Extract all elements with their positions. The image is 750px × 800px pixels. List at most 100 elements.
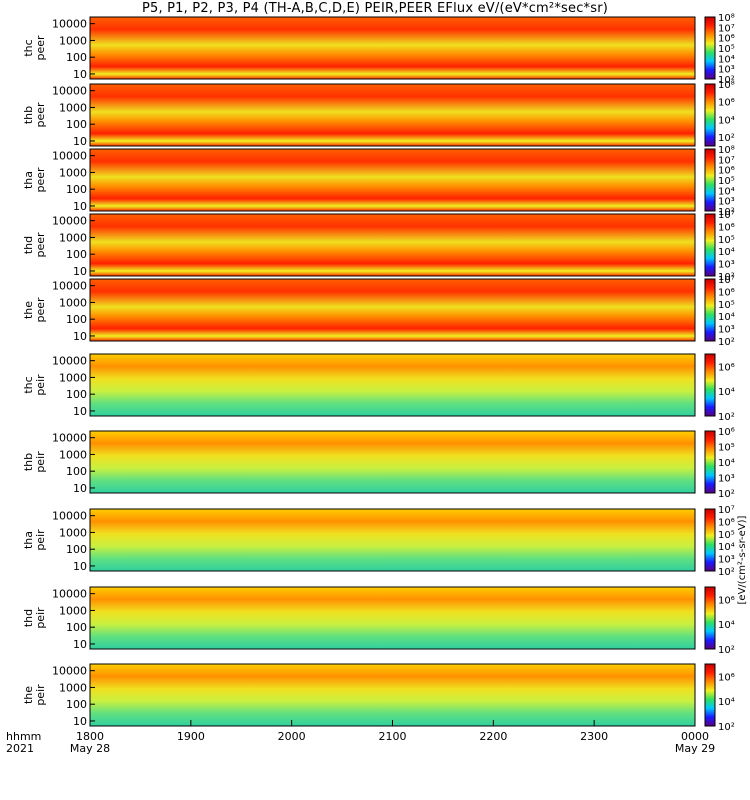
y-tick-label: 100: [66, 388, 87, 401]
panel-probe: the: [22, 686, 35, 704]
panel-tha-peer: 10100100010000thapeer10²10³10⁴10⁵10⁶10⁷1…: [22, 145, 735, 218]
y-tick-label: 1000: [59, 371, 87, 384]
x-tick-label: 2200: [479, 730, 507, 743]
panel-frame: [89, 353, 696, 417]
colorbar-tick-label: 10²: [718, 489, 735, 500]
panel-label: thepeir: [22, 684, 47, 706]
colorbar: [704, 353, 716, 417]
spectrogram-thb-peer: [90, 84, 695, 146]
y-tick-label: 10000: [52, 215, 87, 228]
panel-frame: [89, 213, 696, 277]
x-tick-label: 2100: [379, 730, 407, 743]
colorbar-tick-label: 10⁴: [718, 312, 735, 323]
colorbar-tick-label: 10⁷: [718, 275, 735, 286]
panel-species: peir: [34, 374, 47, 396]
colorbar: [704, 16, 716, 80]
y-tick-label: 100: [66, 698, 87, 711]
y-tick-label: 100: [66, 183, 87, 196]
colorbar-tick-label: 10²: [718, 207, 735, 218]
panel-probe: thd: [22, 609, 35, 627]
spectrogram-thc-peer: [90, 17, 695, 79]
colorbar-tick-label: 10⁵: [718, 176, 735, 187]
panel-species: peer: [34, 102, 47, 128]
panel-probe: thc: [22, 376, 35, 393]
colorbar-tick-label: 10⁶: [718, 98, 735, 109]
colorbar-tick-label: 10⁶: [718, 362, 735, 373]
y-tick-label: 1000: [59, 296, 87, 309]
x-date-label: May 28: [70, 742, 110, 755]
panel-probe: the: [22, 301, 35, 319]
colorbar-tick-label: 10⁵: [718, 300, 735, 311]
spectrogram-the-peir: [90, 664, 695, 726]
colorbar-tick-label: 10⁵: [718, 530, 735, 541]
y-tick-label: 10: [73, 405, 87, 418]
colorbar-unit-label: [eV/(cm²-s-sr-eV)]: [737, 515, 748, 604]
y-tick-label: 10: [73, 638, 87, 651]
panel-frame: [89, 83, 696, 147]
y-tick-label: 10000: [52, 85, 87, 98]
y-tick-label: 10: [73, 330, 87, 343]
y-tick-label: 1000: [59, 34, 87, 47]
y-tick-label: 100: [66, 51, 87, 64]
panel-thb-peir: 10 100 1000 10000 thbpeir 10² 10³ 10⁴ 10⁵ 10⁶: [22, 427, 735, 500]
x-tick-label: 1800: [76, 730, 104, 743]
panel-frame: [89, 586, 696, 650]
x-axis-label-year: 2021: [6, 742, 34, 755]
colorbar-tick-label: 10⁶: [718, 287, 735, 298]
y-tick-label: 10000: [52, 432, 87, 445]
colorbar-tick-label: 10²: [718, 412, 735, 423]
colorbar-tick-label: 10⁶: [718, 166, 735, 177]
spectrogram-tha-peir: [90, 509, 695, 571]
colorbar: [704, 148, 716, 212]
y-tick-label: 1000: [59, 101, 87, 114]
chart-title: P5, P1, P2, P3, P4 (TH-A,B,C,D,E) PEIR,P…: [141, 1, 609, 16]
colorbar-tick-label: 10⁶: [718, 517, 735, 528]
colorbar-tick-label: 10⁴: [718, 387, 735, 398]
colorbar-tick-label: 10²: [718, 645, 735, 656]
colorbar-tick-label: 10³: [718, 325, 735, 336]
colorbar-tick-label: 10²: [718, 722, 735, 733]
panel-frame: [89, 16, 696, 80]
x-axis: 1800 1900 2000 2100 2200 2300 0000 May 28 May 29…: [6, 720, 715, 755]
panel-probe: thb: [22, 106, 35, 124]
y-tick-label: 10: [73, 560, 87, 573]
y-tick-label: 10: [73, 482, 87, 495]
panel-probe: tha: [22, 531, 35, 549]
panel-frame: [89, 278, 696, 342]
spectrogram-tha-peer: [90, 149, 695, 211]
colorbar-tick-label: 10³: [718, 197, 735, 208]
colorbar-tick-label: 10⁷: [718, 505, 735, 516]
y-tick-label: 100: [66, 543, 87, 556]
colorbar-tick-label: 10⁷: [718, 210, 735, 221]
colorbar-tick-label: 10³: [718, 260, 735, 271]
y-tick-label: 10000: [52, 150, 87, 163]
colorbar-tick-label: 10²: [718, 133, 735, 144]
spectrogram-the-peer: [90, 279, 695, 341]
panel-probe: thd: [22, 236, 35, 254]
spectrogram-thb-peir: [90, 431, 695, 493]
y-tick-label: 1000: [59, 681, 87, 694]
colorbar-tick-label: 10⁷: [718, 23, 735, 34]
panel-species: peir: [34, 529, 47, 551]
panel-label: thdpeir: [22, 607, 47, 629]
y-tick-label: 100: [66, 248, 87, 261]
y-tick-label: 10: [73, 135, 87, 148]
colorbar-tick-label: 10³: [718, 555, 735, 566]
y-tick-label: 100: [66, 621, 87, 634]
colorbar-tick-label: 10⁷: [718, 155, 735, 166]
panel-frame: [89, 508, 696, 572]
panel-thc-peer: 10 100 1000 10000 thcpeer 10²10³10⁴10⁵10⁶10⁷1…: [22, 13, 735, 86]
colorbar-tick-label: 10⁶: [718, 595, 735, 606]
panel-species: peir: [34, 607, 47, 629]
colorbar-tick-label: 10³: [718, 65, 735, 76]
colorbar-tick-label: 10⁴: [718, 697, 735, 708]
y-tick-label: 10000: [52, 280, 87, 293]
colorbar: [704, 586, 716, 650]
y-tick-label: 1000: [59, 166, 87, 179]
y-tick-label: 10000: [52, 355, 87, 368]
colorbar-tick-label: 10⁴: [718, 458, 735, 469]
panel-label: thapeir: [22, 529, 47, 551]
y-tick-label: 1000: [59, 526, 87, 539]
